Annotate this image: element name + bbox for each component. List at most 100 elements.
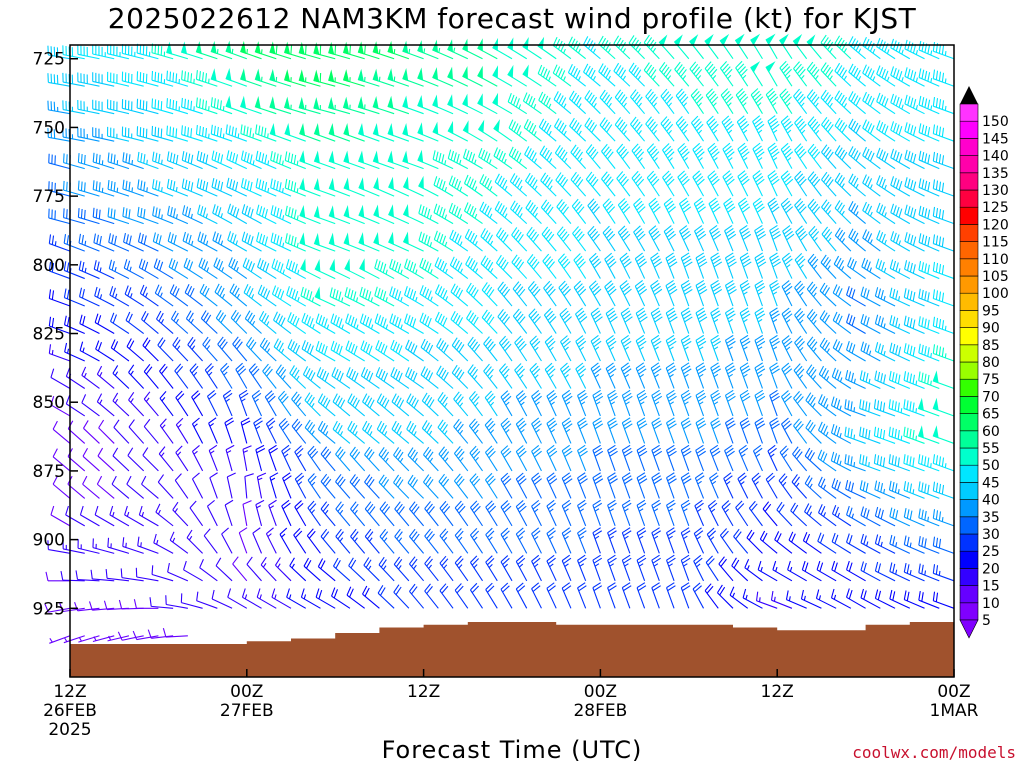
wind-barb: [904, 122, 925, 142]
wind-barb: [92, 207, 115, 225]
wind-barb: [454, 555, 469, 582]
wind-barb: [804, 447, 822, 472]
wind-barb: [139, 284, 159, 307]
wind-barb: [876, 147, 896, 170]
wind-barb: [241, 588, 262, 609]
wind-barb: [404, 258, 424, 280]
wind-barb: [739, 417, 751, 444]
wind-barb: [274, 557, 292, 582]
wind-barb: [313, 97, 336, 115]
wind-barb: [552, 64, 572, 87]
wind-barb: [214, 283, 233, 307]
wind-barb: [821, 116, 837, 142]
wind-barb: [492, 65, 513, 87]
wind-barb: [719, 528, 734, 554]
wind-barb: [125, 311, 144, 334]
colorbar-label: 100: [982, 286, 1009, 302]
wind-barb: [790, 502, 808, 527]
wind-barb: [762, 501, 778, 527]
wind-barb: [546, 417, 558, 444]
wind-barb: [635, 334, 647, 362]
colorbar-label: 5: [982, 613, 991, 629]
wind-barb: [721, 500, 734, 527]
wind-barb: [47, 540, 71, 554]
wind-barb: [932, 316, 955, 335]
wind-barb: [515, 417, 528, 444]
wind-barb: [874, 506, 896, 527]
wind-barb: [561, 582, 572, 609]
wind-barb: [484, 472, 498, 499]
wind-barb: [220, 362, 233, 389]
wind-barb: [448, 175, 469, 197]
wind-barb: [546, 444, 558, 472]
wind-barb: [142, 337, 159, 362]
x-tick-label: 12Z: [407, 682, 440, 702]
wind-barb: [346, 586, 365, 609]
wind-barb: [680, 582, 691, 609]
wind-barb: [417, 149, 439, 170]
wind-barb: [106, 44, 130, 60]
wind-barb: [110, 339, 130, 362]
y-tick-label: 800: [33, 256, 65, 276]
wind-barb: [848, 146, 866, 170]
colorbar-swatch: [959, 155, 979, 174]
wind-barb: [407, 474, 424, 499]
wind-barb: [553, 91, 572, 115]
wind-barb: [291, 418, 307, 444]
wind-barb: [573, 280, 587, 307]
wind-barb: [402, 68, 424, 87]
wind-barb: [453, 473, 469, 499]
wind-barb: [147, 629, 174, 639]
wind-barb: [793, 88, 808, 115]
wind-barb: [328, 177, 351, 197]
wind-barb: [781, 335, 793, 362]
wind-barb: [707, 170, 720, 197]
colorbar-swatch: [959, 206, 979, 225]
wind-barb: [754, 389, 766, 417]
wind-barb: [821, 226, 837, 252]
wind-barb: [848, 91, 866, 115]
wind-barb: [646, 170, 660, 197]
wind-barb: [651, 472, 663, 499]
wind-barb: [329, 287, 351, 307]
wind-barb: [707, 499, 719, 527]
wind-barb: [585, 171, 601, 197]
wind-barb: [862, 64, 881, 87]
wind-barb: [860, 341, 881, 362]
wind-barb: [739, 225, 752, 252]
wind-barb: [529, 335, 542, 362]
wind-barb: [183, 257, 203, 280]
wind-barb: [620, 307, 633, 334]
wind-barb: [500, 582, 513, 609]
credit-link[interactable]: coolwx.com/models: [852, 743, 1016, 762]
wind-barb: [607, 499, 617, 527]
wind-barb: [77, 45, 100, 60]
wind-barb: [635, 362, 647, 389]
wind-barb: [245, 337, 262, 362]
wind-barb: [221, 527, 233, 554]
wind-barb: [561, 499, 572, 527]
wind-barb: [515, 390, 528, 417]
wind-barb: [135, 567, 159, 582]
wind-barb: [831, 478, 852, 499]
wind-barb: [904, 232, 925, 252]
wind-barb: [271, 588, 292, 609]
wind-barb: [294, 445, 307, 472]
wind-barb: [387, 68, 410, 87]
wind-barb: [494, 201, 513, 225]
wind-barb: [143, 418, 159, 444]
wind-barb: [462, 66, 483, 87]
wind-barb: [577, 417, 588, 444]
wind-barb: [917, 425, 940, 444]
colorbar-swatch: [959, 516, 979, 535]
wind-barb: [434, 311, 454, 334]
wind-barb: [299, 232, 321, 252]
wind-barb: [387, 95, 410, 115]
wind-barb: [166, 98, 189, 115]
wind-barb: [557, 253, 572, 279]
wind-barb: [791, 474, 808, 499]
wind-barb: [859, 370, 881, 389]
colorbar-swatch: [959, 258, 979, 277]
wind-barb: [555, 172, 572, 197]
wind-barb: [658, 61, 675, 87]
